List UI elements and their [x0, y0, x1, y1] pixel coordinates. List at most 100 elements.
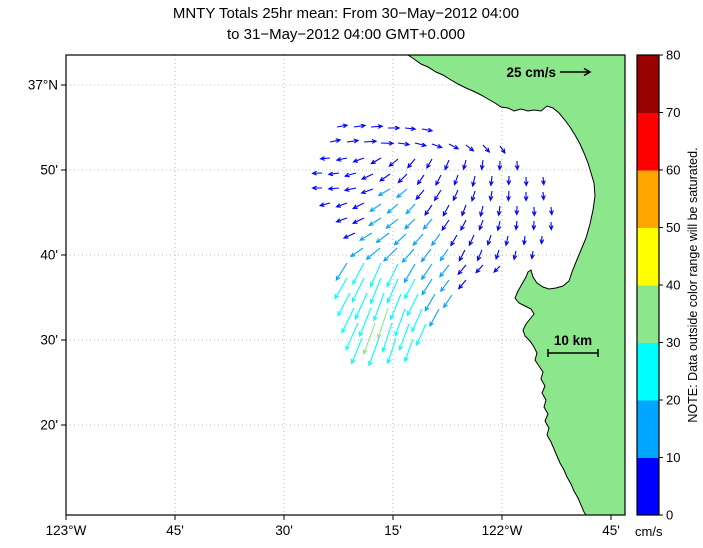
- colorbar-note: NOTE: Data outside color range will be s…: [686, 147, 700, 422]
- current-vector: [368, 337, 380, 367]
- current-vector: [486, 234, 492, 247]
- current-vector: [311, 185, 322, 191]
- colorbar: [637, 55, 659, 516]
- current-vector: [377, 188, 391, 197]
- current-vector: [396, 188, 408, 199]
- current-vector: [431, 233, 441, 247]
- current-vector: [540, 191, 546, 201]
- current-vector: [403, 338, 414, 363]
- current-vector: [327, 171, 340, 177]
- current-vector: [403, 263, 416, 284]
- current-vector: [462, 159, 467, 171]
- current-vector: [336, 123, 349, 129]
- current-vector: [433, 189, 442, 202]
- colorbar-tick-label: 30: [666, 335, 680, 350]
- current-vector: [461, 204, 467, 217]
- current-vector: [416, 174, 425, 186]
- current-vector: [386, 263, 399, 288]
- current-vector: [368, 217, 382, 227]
- colorbar-unit-label: cm/s: [635, 524, 663, 539]
- colorbar-ticks: 0 10 20 30 40 50 60 70 80: [659, 48, 680, 523]
- current-vector: [370, 124, 384, 129]
- current-vector: [479, 159, 485, 171]
- current-vector: [404, 278, 416, 300]
- current-vector: [386, 203, 399, 214]
- current-vector: [362, 322, 376, 356]
- current-vector: [358, 307, 372, 338]
- current-vector: [478, 219, 484, 231]
- current-vector: [416, 323, 427, 347]
- colorbar-segment: [637, 55, 659, 113]
- colorbar-segment: [637, 342, 659, 401]
- current-vector: [352, 262, 365, 286]
- current-vector: [341, 307, 355, 334]
- current-vector: [404, 218, 416, 230]
- current-vector: [460, 219, 467, 232]
- x-tick-label: 45': [166, 523, 184, 538]
- current-vector: [404, 126, 417, 132]
- current-vector: [352, 157, 365, 163]
- current-vector: [375, 232, 390, 244]
- current-vector: [358, 232, 373, 241]
- current-vector: [345, 322, 359, 351]
- plot-title-line2: to 31−May−2012 04:00 GMT+0.000: [226, 26, 466, 43]
- current-vector: [435, 174, 442, 187]
- colorbar-tick-label: 80: [666, 48, 680, 63]
- current-vector: [353, 123, 367, 129]
- current-vector: [504, 235, 510, 247]
- current-vector: [401, 248, 415, 264]
- reference-arrow-label: 25 cm/s: [506, 65, 556, 80]
- current-vector: [337, 292, 351, 317]
- current-vector: [465, 144, 475, 152]
- colorbar-tick-label: 50: [666, 220, 680, 235]
- current-vector: [327, 186, 340, 191]
- current-vector: [329, 138, 342, 144]
- current-vector: [398, 323, 410, 351]
- current-vector: [352, 202, 365, 210]
- axis-tick-labels: 37°N 50' 40' 30' 20' 123°W 45' 30' 15' 122°W 45': [28, 78, 620, 539]
- current-vector: [497, 160, 503, 171]
- current-vector: [531, 206, 537, 217]
- x-tick-label: 123°W: [46, 523, 87, 538]
- current-vector: [514, 160, 520, 171]
- current-vector: [523, 176, 529, 187]
- current-vector: [448, 143, 460, 150]
- colorbar-segment: [637, 112, 659, 171]
- current-vector: [388, 125, 401, 131]
- current-vector: [452, 189, 459, 202]
- current-vector: [351, 217, 365, 224]
- colorbar-tick-label: 0: [666, 508, 673, 523]
- current-vector: [453, 174, 459, 186]
- current-vector: [426, 158, 433, 170]
- current-vector: [493, 265, 501, 274]
- current-vector: [379, 173, 391, 182]
- current-vector: [506, 175, 512, 186]
- current-vector: [335, 156, 348, 162]
- current-vector: [549, 206, 554, 216]
- colorbar-tick-label: 60: [666, 163, 680, 178]
- current-vector: [541, 176, 546, 186]
- colorbar-segment: [637, 457, 659, 516]
- y-tick-label: 20': [40, 418, 58, 433]
- current-vector: [450, 234, 458, 247]
- colorbar-segment: [637, 227, 659, 286]
- current-vector: [471, 175, 476, 188]
- current-vector: [439, 248, 449, 262]
- current-vector: [429, 308, 440, 328]
- current-vector: [363, 138, 378, 144]
- plot-border: [65, 54, 626, 516]
- current-vector: [482, 144, 491, 153]
- current-vector: [506, 190, 511, 202]
- current-vector: [548, 221, 554, 231]
- scale-bar-line: [547, 349, 599, 357]
- colorbar-tick-label: 10: [666, 450, 680, 465]
- current-vector: [369, 262, 382, 288]
- current-vector: [514, 220, 519, 231]
- current-vector: [335, 202, 348, 208]
- current-vector: [360, 173, 374, 180]
- current-vector: [457, 279, 467, 290]
- current-vector: [539, 235, 545, 245]
- current-vector: [360, 188, 374, 195]
- current-vector: [421, 278, 433, 296]
- current-vector: [369, 203, 382, 213]
